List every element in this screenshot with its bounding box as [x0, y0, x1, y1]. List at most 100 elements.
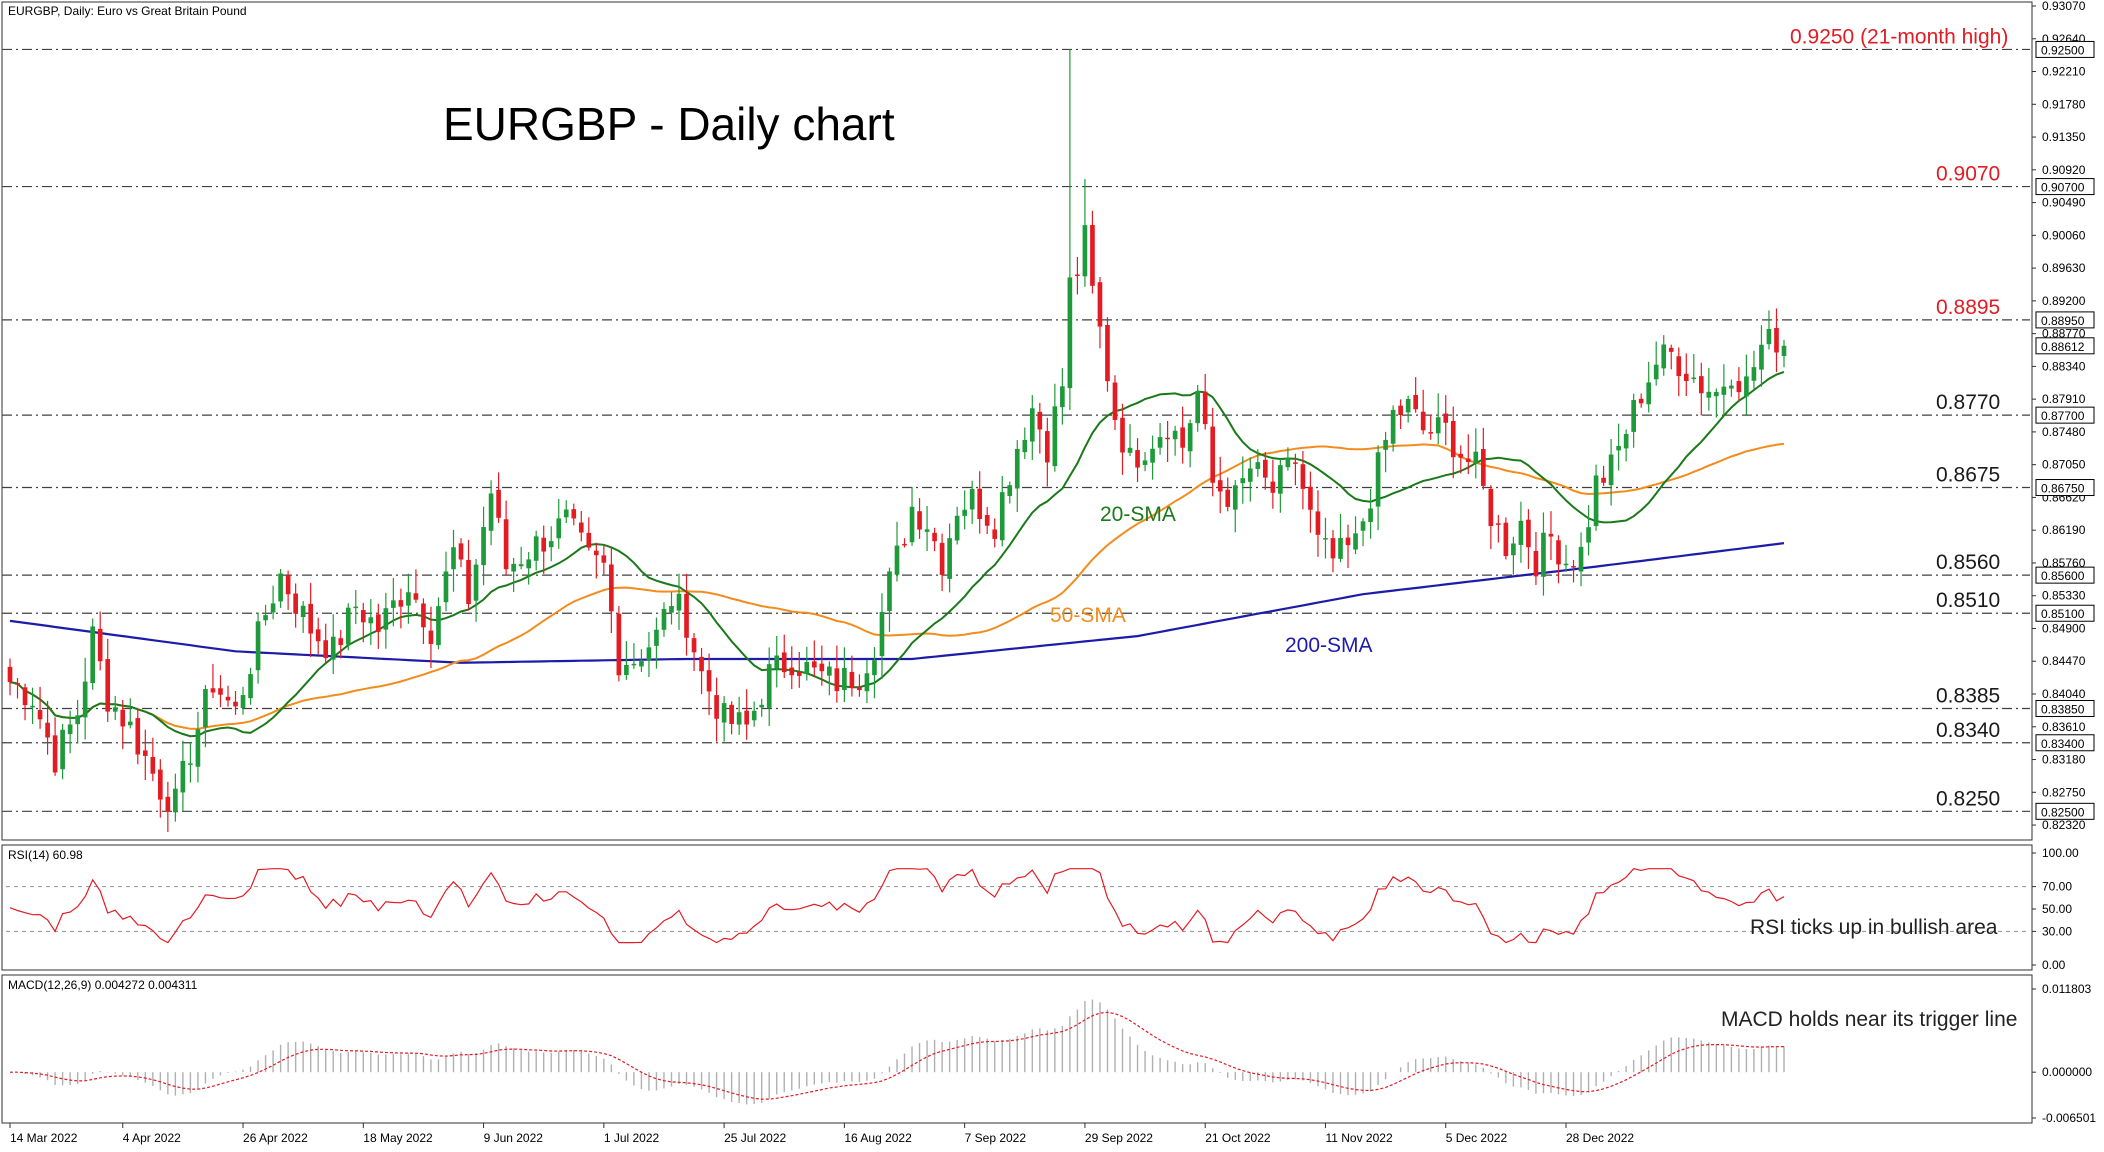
candle-body [1465, 458, 1471, 462]
candle-body [511, 563, 516, 572]
candle-body [1187, 423, 1193, 452]
candle-body [1165, 437, 1170, 440]
candle-body [992, 529, 998, 539]
candle-body [1232, 485, 1238, 510]
highlighted-price-box [2035, 566, 2095, 584]
candle-body [315, 629, 321, 642]
candle-body [323, 640, 329, 659]
candle-body [1473, 451, 1479, 464]
candle-body [1691, 377, 1697, 380]
candle-body [706, 670, 712, 692]
candle-body [1127, 447, 1133, 453]
candle-body [1390, 409, 1396, 444]
candle-body [135, 718, 141, 755]
candle-body [218, 688, 223, 695]
candle-body [345, 607, 351, 645]
candle-body [376, 614, 381, 632]
candle-body [624, 664, 629, 676]
candle-body [842, 667, 847, 691]
candle-body [285, 575, 291, 595]
candle-body [917, 511, 922, 530]
candle-body [1623, 433, 1629, 449]
candle-body [270, 603, 276, 613]
rsi-tick-label: 100.00 [2042, 846, 2079, 860]
candle-body [360, 610, 366, 623]
x-date-label: 18 May 2022 [363, 1131, 433, 1145]
candle-body [1593, 475, 1599, 527]
candle-body [1075, 274, 1080, 277]
candle-body [195, 729, 201, 767]
candle-body [338, 638, 344, 646]
rsi-line [9, 868, 1785, 944]
highlighted-price-box [2035, 802, 2095, 820]
candle-body [1029, 408, 1035, 442]
candle-body [827, 666, 832, 676]
candle-body [165, 796, 171, 812]
candle-body [67, 724, 73, 735]
candle-body [849, 671, 855, 689]
level-label: 0.8895 [1936, 296, 2000, 319]
candle-body [1360, 521, 1366, 531]
macd-signal-line [10, 1011, 1785, 1100]
macd-header: MACD(12,26,9) 0.004272 0.004311 [8, 978, 198, 992]
candle-body [300, 605, 306, 618]
candle-body [796, 672, 802, 676]
y-tick-label: 0.88770 [2042, 327, 2086, 341]
candle-body [225, 696, 231, 701]
candle-body [616, 613, 622, 676]
candle-body [1586, 527, 1591, 543]
y-tick-label: 0.90920 [2042, 163, 2086, 177]
highlighted-price-box [2035, 178, 2095, 196]
candle-body [1210, 426, 1216, 483]
candle-body [1608, 454, 1614, 486]
candle-body [1450, 421, 1456, 458]
candle-body [97, 628, 103, 662]
highlighted-price-label: 0.85600 [2041, 569, 2085, 583]
candle-body [120, 709, 126, 727]
candle-body [1263, 459, 1268, 478]
candle-body [1571, 566, 1576, 568]
candle-body [1616, 446, 1621, 451]
y-tick-label: 0.90060 [2042, 228, 2086, 242]
candle-body [1375, 452, 1381, 507]
sma20-label: 20-SMA [1100, 503, 1176, 526]
highlighted-price-box [2035, 311, 2095, 329]
candle-body [1661, 344, 1667, 369]
highlighted-price-box [2035, 699, 2095, 717]
candle-body [1443, 413, 1449, 423]
candle-body [1067, 277, 1073, 389]
level-label: 0.8385 [1936, 684, 2000, 707]
highlighted-price-label: 0.86750 [2041, 482, 2085, 496]
candle-body [1556, 540, 1561, 565]
macd-tick-label: 0.011803 [2042, 982, 2091, 996]
candle-body [1300, 464, 1306, 489]
candle-body [932, 532, 937, 542]
candle-body [1698, 376, 1704, 394]
candle-body [240, 695, 246, 709]
candle-body [1668, 347, 1674, 352]
candle-body [1150, 448, 1155, 463]
candle-body [30, 705, 35, 708]
candle-body [330, 636, 336, 660]
candle-body [60, 729, 65, 770]
candle-body [1480, 449, 1486, 486]
highlighted-price-label: 0.83850 [2041, 702, 2085, 716]
candle-body [774, 655, 780, 669]
highlighted-price-box [2035, 406, 2095, 424]
candle-body [1548, 533, 1554, 537]
candle-body [1105, 324, 1110, 382]
candle-body [984, 514, 990, 526]
candle-body [714, 695, 719, 719]
candle-body [308, 603, 314, 634]
candle-body [1714, 391, 1719, 397]
candle-body [22, 687, 28, 706]
candle-body [1240, 478, 1246, 484]
highlighted-price-box [2035, 479, 2095, 497]
macd-tick-label: 0.000000 [2042, 1065, 2092, 1079]
candle-body [1744, 376, 1749, 397]
candle-body [458, 543, 464, 560]
candle-body [1503, 522, 1509, 557]
y-tick-label: 0.83180 [2042, 753, 2086, 767]
candle-body [1563, 563, 1569, 566]
